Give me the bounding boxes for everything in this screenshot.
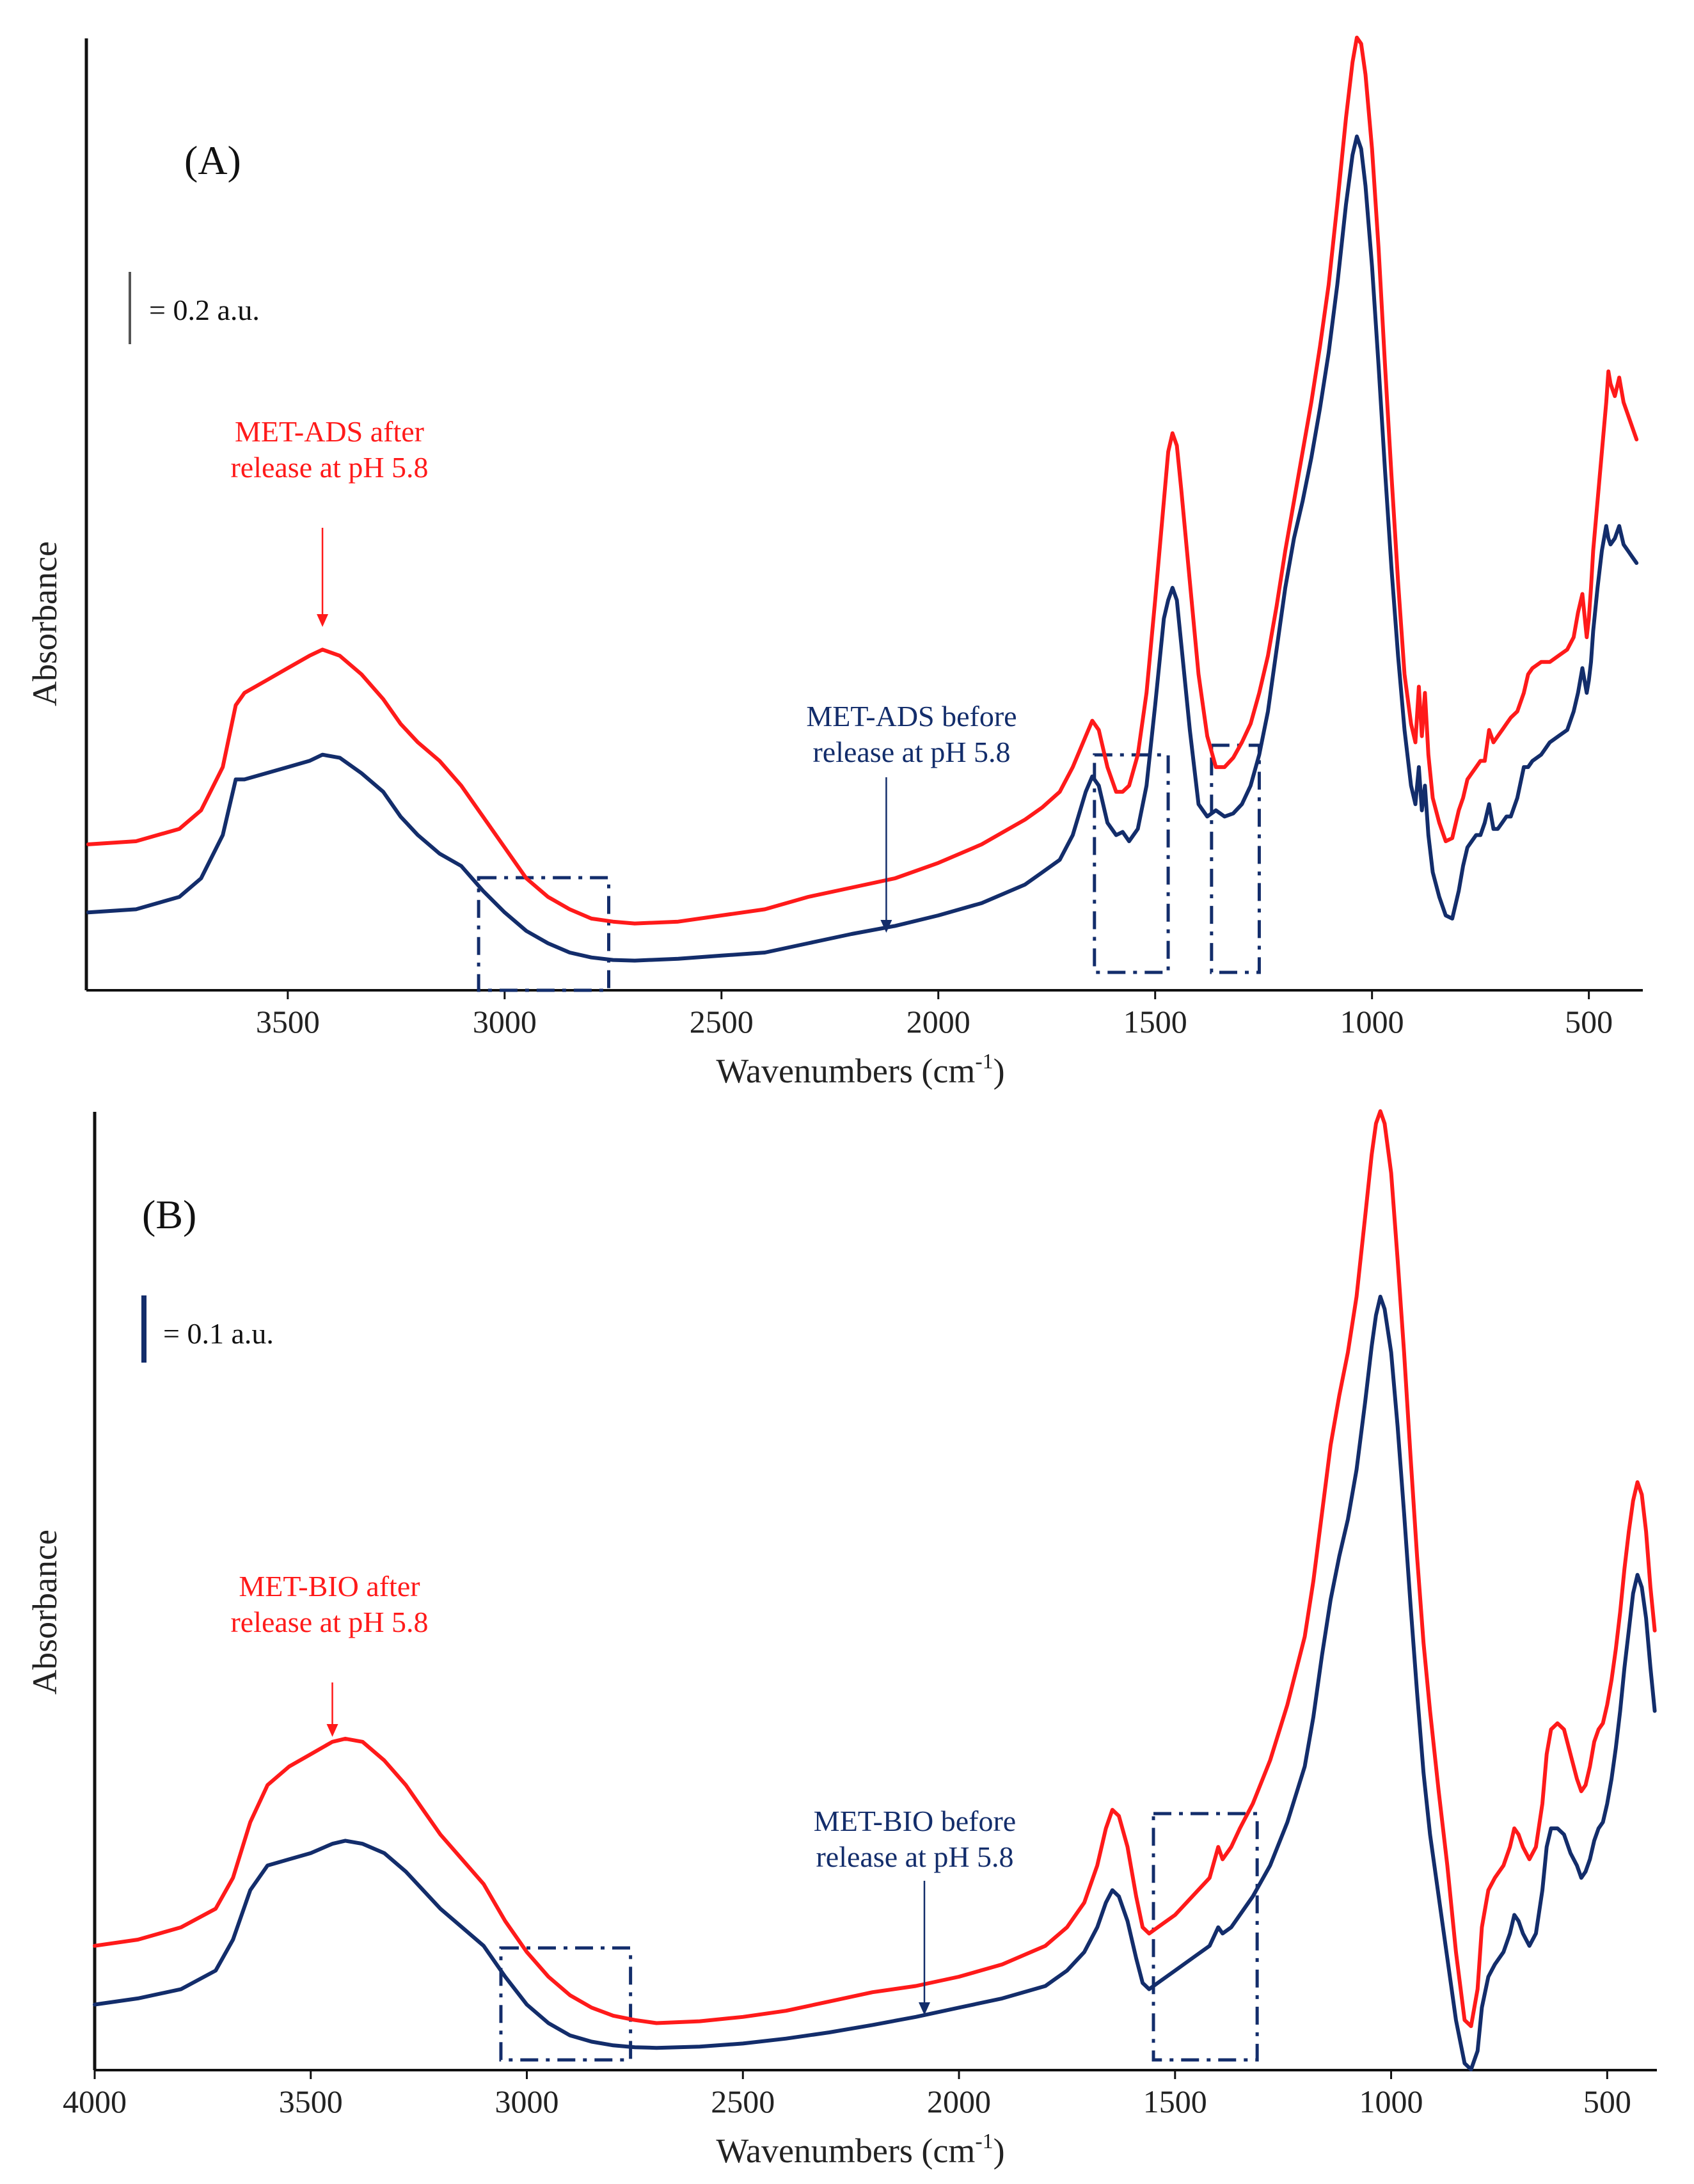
panel-a-x-tick-label: 3500 <box>256 1004 320 1040</box>
panel-b-x-axis-label: Wavenumbers (cm-1) <box>716 2130 1004 2170</box>
panel-b-annotation-arrowhead-after <box>326 1724 338 1737</box>
panel-a-highlight-region <box>477 876 611 992</box>
panel-a-series-after-line <box>86 35 1639 926</box>
panel-a-annotation-arrowhead-before <box>880 920 892 933</box>
panel-b-label: (B) <box>142 1192 196 1237</box>
panel-b-annotation-arrowhead-before <box>918 2002 930 2015</box>
panel-a-x-tick-label: 1000 <box>1340 1004 1404 1040</box>
panel-a-x-tick-label: 2500 <box>690 1004 754 1040</box>
panel-b-x-tick-label: 4000 <box>63 2084 127 2119</box>
panel-b-scale-label: = 0.1 a.u. <box>163 1317 274 1350</box>
panel-b-highlight-region <box>499 1946 633 2062</box>
panel-b-x-tick-label: 1500 <box>1143 2084 1207 2119</box>
panel-b-x-tick-label: 500 <box>1583 2084 1631 2119</box>
panel-a-label: (A) <box>184 138 241 183</box>
panel-a-y-axis-label: Absorbance <box>26 541 64 706</box>
panel-b-highlight-region <box>1152 1812 1259 2062</box>
panel-b-y-axis-label: Absorbance <box>26 1530 64 1695</box>
panel-b-annotation-after: MET-BIO after release at pH 5.8 <box>230 1570 428 1638</box>
panel-a-annotation-arrowhead-after <box>317 614 329 627</box>
panel-b-chart: 4000 3500 3000 2500 2000 1500 1000 500 MET-BIO … <box>26 1109 1657 2170</box>
panel-b-x-tick-label: 3000 <box>495 2084 559 2119</box>
panel-a-x-tick-label: 1500 <box>1123 1004 1187 1040</box>
panel-a-highlight-region <box>1210 743 1261 974</box>
panel-a-x-tick-label: 3000 <box>473 1004 537 1040</box>
panel-b-x-tick-label: 2000 <box>927 2084 991 2119</box>
panel-b-series-after-line <box>93 1109 1657 2029</box>
panel-a-chart: 3500 3000 2500 2000 1500 1000 500 MET-ADS afte… <box>26 35 1643 1090</box>
panel-b-annotation-before: MET-BIO before release at pH 5.8 <box>814 1805 1016 1873</box>
panel-a-x-tick-label: 2000 <box>906 1004 970 1040</box>
panel-b-series-before-line <box>93 1294 1657 2071</box>
panel-a-x-axis-label: Wavenumbers (cm-1) <box>716 1050 1004 1090</box>
panel-a-x-tick-label: 500 <box>1565 1004 1613 1040</box>
panel-a-highlight-region <box>1093 753 1170 974</box>
panel-a-annotation-before: MET-ADS before release at pH 5.8 <box>806 700 1017 768</box>
panel-b-x-tick-label: 1000 <box>1359 2084 1423 2119</box>
panel-b-x-tick-label: 2500 <box>711 2084 775 2119</box>
panel-a-series-before-line <box>86 134 1639 963</box>
panel-a-annotation-after: MET-ADS after release at pH 5.8 <box>230 415 428 484</box>
panel-b-x-tick-label: 3500 <box>279 2084 343 2119</box>
panel-a-scale-label: = 0.2 a.u. <box>149 294 260 326</box>
